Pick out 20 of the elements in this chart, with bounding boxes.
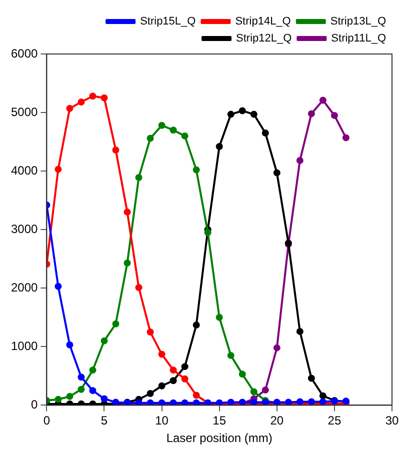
x-tick-label: 30 xyxy=(385,414,399,428)
x-tick-label: 10 xyxy=(155,414,169,428)
x-tick-label: 25 xyxy=(328,414,342,428)
y-tick-label: 0 xyxy=(31,398,38,412)
x-tick-label: 0 xyxy=(43,414,50,428)
x-tick-label: 20 xyxy=(270,414,284,428)
y-tick-label: 2000 xyxy=(10,280,38,294)
x-axis-title: Laser position (mm) xyxy=(166,431,272,446)
legend-label: Strip11L_Q xyxy=(331,32,386,45)
y-tick-label: 4000 xyxy=(10,163,38,178)
y-tick-label: 1000 xyxy=(10,338,38,353)
legend-label: Strip13L_Q xyxy=(330,16,386,28)
y-tick-label: 6000 xyxy=(10,46,38,60)
legend-label: Strip12L_Q xyxy=(236,32,292,45)
y-tick-label: 3000 xyxy=(10,222,38,236)
x-tick-label: 5 xyxy=(100,414,108,428)
x-tick-label: 15 xyxy=(212,414,226,428)
legend-label: Strip14L_Q xyxy=(235,16,292,28)
y-tick-label: 5000 xyxy=(10,104,38,119)
legend-label: Strip15L_Q xyxy=(140,16,196,28)
